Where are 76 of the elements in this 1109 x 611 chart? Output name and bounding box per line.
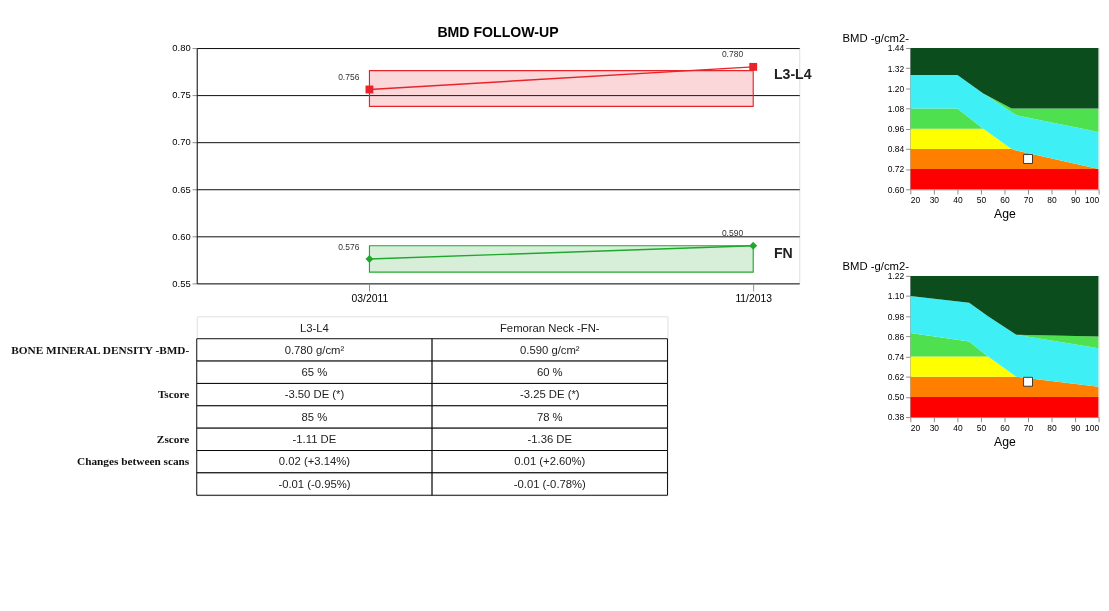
series-label: L3-L4 [773,66,812,83]
data-label: 0.576 [338,241,360,252]
y-tick-label: 1.08 [887,103,905,114]
text: -0.01 (-0.78%) [513,477,586,490]
x-tick-label: 90 [1070,422,1081,433]
text: 78 % [536,410,563,423]
text: 0.02 (+3.14%) [278,455,351,468]
y-tick-label: 0.74 [887,351,905,362]
category-label: Tscore [157,388,190,401]
y-tick-label: 1.44 [887,43,905,54]
y-tick-label: 0.55 [172,277,191,289]
x-tick-label: 20 [910,194,921,205]
y-tick-label: 0.38 [887,412,905,423]
category-label: BONE MINERAL DENSITY -BMD- [11,343,190,356]
x-tick-label: 20 [910,422,921,433]
x-tick-label: 70 [1023,422,1034,433]
x-tick-label: 80 [1047,194,1058,205]
x-tick-label: 11/2013 [735,292,773,304]
text: 0.780 g/cm² [284,343,345,356]
x-tick-label: 100 [1084,422,1100,433]
y-axis-title: BMD -g/cm2- [842,31,910,44]
x-tick-label: 40 [953,422,963,433]
text: -3.25 DE (*) [520,388,580,401]
text: -0.01 (-0.95%) [278,477,351,490]
point [749,241,758,250]
y-tick-label: 0.80 [172,42,191,54]
y-tick-label: 1.10 [887,291,905,302]
data-label: 0.756 [338,72,360,83]
x-tick-label: 30 [929,194,940,205]
point [365,255,374,263]
category-label: L3-L4 [300,322,329,335]
x-tick-label: 30 [929,422,940,433]
x-tick-label: 03/2011 [351,292,389,304]
text: 60 % [536,366,563,379]
data-label: 0.780 [721,49,744,60]
y-tick-label: 1.20 [887,83,905,94]
x-tick-label: 80 [1047,422,1058,433]
x-axis-title: Age [994,434,1017,449]
y-tick-label: 0.72 [887,164,905,175]
y-tick-label: 0.70 [172,136,191,148]
x-tick-label: 70 [1023,194,1034,205]
text: -1.36 DE [527,433,573,446]
y-tick-label: 0.84 [887,144,905,155]
category-label: Zscore [156,433,190,446]
series-label: FN [773,245,793,261]
x-tick-label: 40 [953,194,963,205]
y-tick-label: 1.32 [887,63,905,74]
category-label: Femoran Neck -FN- [499,322,600,335]
point [749,62,758,71]
y-tick-label: 0.75 [172,89,191,101]
y-tick-label: 0.96 [887,124,905,135]
text: -3.50 DE (*) [284,388,345,401]
data-label: 0.590 [721,228,744,239]
x-tick-label: 60 [1000,422,1010,433]
y-tick-label: 0.50 [887,392,905,403]
x-axis-title: Age [994,206,1017,221]
text: -1.11 DE [292,433,337,446]
text: 0.01 (+2.60%) [514,455,586,468]
text: 65 % [301,366,328,379]
y-tick-label: 1.22 [887,271,905,282]
y-tick-label: 0.62 [887,372,905,383]
y-tick-label: 0.65 [172,183,191,195]
category-label: Changes between scans [77,455,190,468]
x-tick-label: 90 [1070,194,1081,205]
y-tick-label: 0.60 [172,230,191,242]
x-tick-label: 60 [1000,194,1010,205]
chart-title: BMD FOLLOW-UP [437,23,559,40]
text: 0.590 g/cm² [520,343,580,356]
y-tick-label: 0.98 [887,311,905,322]
y-tick-label: 0.86 [887,331,905,342]
text: 85 % [301,410,328,423]
y-tick-label: 0.60 [887,184,905,195]
x-tick-label: 50 [976,422,987,433]
x-tick-label: 50 [976,194,987,205]
y-axis-title: BMD -g/cm2- [842,259,910,272]
x-tick-label: 100 [1084,194,1100,205]
